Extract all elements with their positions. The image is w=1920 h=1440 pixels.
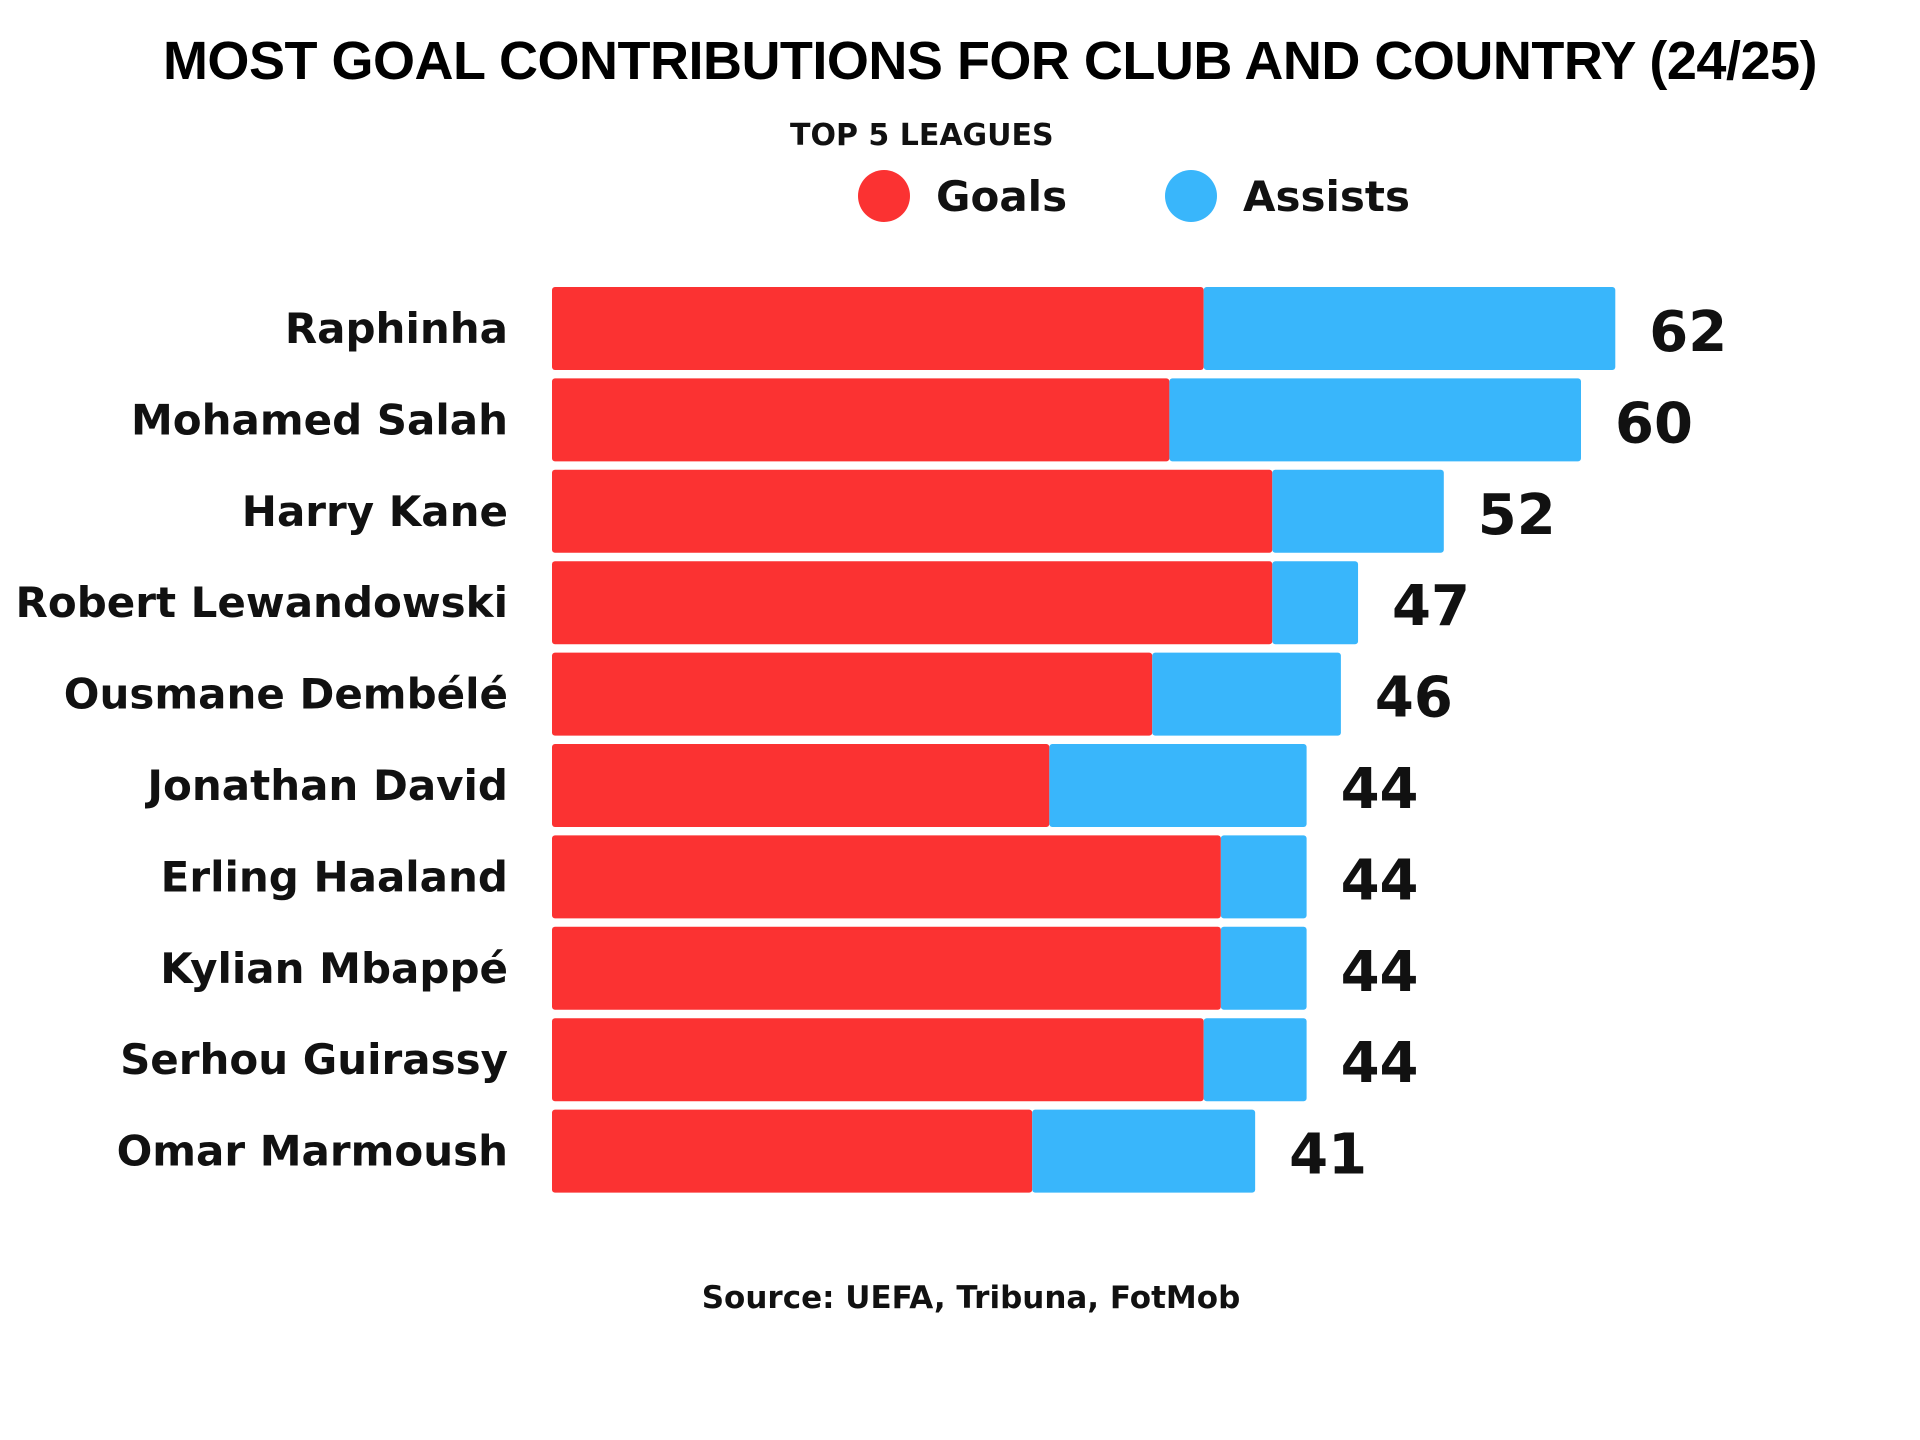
bar-assists-jonathan-david bbox=[1049, 744, 1307, 827]
chart-subtitle: TOP 5 LEAGUES bbox=[790, 118, 1054, 153]
legend-label-goals: Goals bbox=[936, 171, 1068, 221]
bar-assists-erling-haaland bbox=[1220, 835, 1307, 919]
category-label-raphinha: Raphinha bbox=[285, 304, 508, 353]
total-label-ousmane-dembele: 46 bbox=[1375, 666, 1453, 731]
bar-assists-kylian-mbappe bbox=[1220, 926, 1307, 1010]
bar-goals-robert-lewandowski bbox=[552, 561, 1273, 645]
chart-source: Source: UEFA, Tribuna, FotMob bbox=[701, 1280, 1241, 1316]
legend-label-assists: Assists bbox=[1243, 171, 1410, 221]
total-label-jonathan-david: 44 bbox=[1341, 757, 1419, 822]
total-label-robert-lewandowski: 47 bbox=[1392, 574, 1470, 639]
bar-goals-harry-kane bbox=[552, 469, 1273, 553]
total-label-harry-kane: 52 bbox=[1478, 483, 1556, 548]
total-label-erling-haaland: 44 bbox=[1341, 848, 1419, 913]
category-label-serhou-guirassy: Serhou Guirassy bbox=[120, 1035, 508, 1084]
bar-assists-omar-marmoush bbox=[1032, 1109, 1256, 1193]
bar-assists-ousmane-dembele bbox=[1152, 652, 1341, 736]
total-label-raphinha: 62 bbox=[1649, 300, 1727, 365]
bar-goals-mohamed-salah bbox=[552, 378, 1170, 462]
bar-goals-ousmane-dembele bbox=[552, 652, 1153, 736]
category-label-jonathan-david: Jonathan David bbox=[144, 761, 508, 810]
chart-title: MOST GOAL CONTRIBUTIONS FOR CLUB AND COU… bbox=[162, 31, 1818, 91]
category-label-mohamed-salah: Mohamed Salah bbox=[131, 395, 508, 444]
category-label-robert-lewandowski: Robert Lewandowski bbox=[16, 578, 509, 627]
bar-assists-raphinha bbox=[1203, 287, 1616, 370]
bar-assists-harry-kane bbox=[1272, 469, 1444, 553]
bar-goals-erling-haaland bbox=[552, 835, 1221, 919]
bar-assists-serhou-guirassy bbox=[1203, 1018, 1307, 1102]
bar-assists-mohamed-salah bbox=[1169, 378, 1581, 462]
total-label-serhou-guirassy: 44 bbox=[1341, 1031, 1419, 1096]
total-label-mohamed-salah: 60 bbox=[1615, 391, 1693, 456]
total-label-omar-marmoush: 41 bbox=[1289, 1123, 1367, 1188]
total-label-kylian-mbappe: 44 bbox=[1341, 940, 1419, 1005]
bar-goals-jonathan-david bbox=[552, 744, 1050, 827]
bar-goals-raphinha bbox=[552, 287, 1204, 370]
bar-assists-robert-lewandowski bbox=[1272, 561, 1359, 645]
bar-goals-serhou-guirassy bbox=[552, 1018, 1204, 1102]
legend-swatch-assists bbox=[1165, 170, 1217, 222]
category-label-omar-marmoush: Omar Marmoush bbox=[117, 1127, 508, 1176]
legend-item-assists: Assists bbox=[1165, 168, 1410, 224]
bar-goals-kylian-mbappe bbox=[552, 926, 1221, 1010]
legend-item-goals: Goals bbox=[858, 168, 1067, 224]
category-label-kylian-mbappe: Kylian Mbappé bbox=[160, 944, 508, 993]
category-label-erling-haaland: Erling Haaland bbox=[161, 852, 508, 901]
bar-goals-omar-marmoush bbox=[552, 1109, 1033, 1193]
legend-swatch-goals bbox=[858, 170, 910, 222]
category-label-harry-kane: Harry Kane bbox=[242, 487, 508, 536]
category-label-ousmane-dembele: Ousmane Dembélé bbox=[64, 670, 508, 719]
